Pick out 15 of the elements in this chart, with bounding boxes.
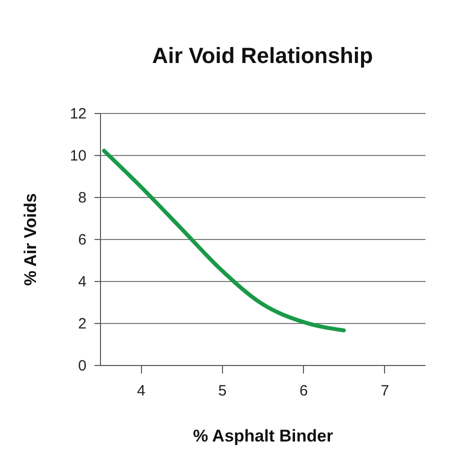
x-tick-label: 7 [380, 382, 390, 400]
y-tick-label: 12 [70, 106, 86, 122]
chart-title: Air Void Relationship [152, 43, 373, 68]
y-tick-label: 8 [78, 190, 86, 206]
y-tick-label: 4 [78, 274, 86, 290]
y-axis-title: % Air Voids [20, 193, 40, 286]
line-series [102, 148, 346, 332]
x-tick-label: 4 [136, 382, 146, 400]
y-tick-label: 6 [78, 232, 86, 248]
y-tick-label: 2 [78, 316, 86, 332]
x-axis-title: % Asphalt Binder [192, 426, 334, 446]
y-tick-label: 0 [78, 358, 86, 374]
x-tick-label: 5 [218, 382, 227, 400]
x-tick-label: 6 [299, 382, 308, 400]
y-tick-label: 10 [70, 148, 86, 164]
